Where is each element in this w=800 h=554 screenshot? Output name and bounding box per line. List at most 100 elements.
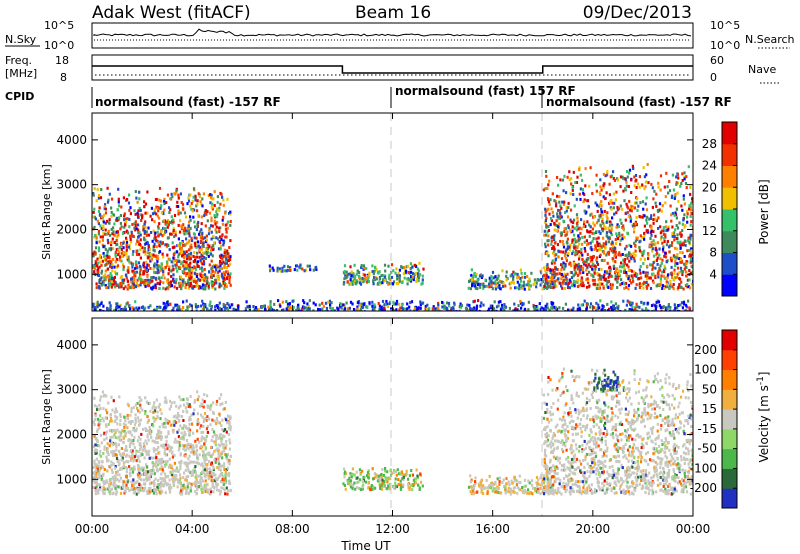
power-echo-cell (221, 218, 224, 222)
power-echo-cell (372, 279, 375, 283)
power-echo-cell (675, 224, 678, 227)
velocity-echo-cell (105, 408, 108, 412)
power-echo-cell (568, 178, 571, 182)
power-echo-cell (585, 268, 588, 272)
power-echo-cell (206, 243, 209, 247)
power-echo-cell (254, 306, 258, 309)
power-echo-cell (116, 283, 119, 287)
power-echo-cell (384, 303, 387, 307)
date-label: 09/Dec/2013 (583, 3, 692, 23)
power-echo-cell (670, 265, 673, 269)
power-echo-cell (215, 210, 218, 214)
velocity-echo-cell (153, 472, 156, 476)
power-echo-cell (225, 257, 228, 261)
power-echo-cell (608, 307, 611, 311)
power-echo-cell (401, 303, 404, 307)
velocity-echo-cell (176, 430, 179, 434)
velocity-echo-cell (130, 433, 133, 437)
power-echo-cell (103, 213, 106, 217)
power-echo-cell (226, 197, 229, 201)
power-echo-cell (598, 306, 601, 310)
power-echo-cell (109, 265, 112, 268)
power-echo-cell (677, 199, 680, 203)
power-echo-cell (100, 283, 103, 287)
velocity-echo-cell (172, 420, 175, 424)
power-echo-cell (627, 265, 630, 269)
power-echo-cell (96, 257, 99, 261)
power-echo-cell (185, 272, 188, 276)
power-echo-cell (189, 251, 193, 255)
velocity-echo-cell (182, 437, 185, 441)
power-echo-cell (214, 265, 217, 269)
power-echo-cell (592, 255, 595, 259)
power-echo-cell (133, 222, 136, 226)
velocity-echo-cell (213, 449, 216, 453)
power-echo-cell (175, 259, 178, 262)
power-echo-cell (666, 240, 669, 243)
velocity-echo-cell (181, 488, 184, 491)
velocity-echo-cell (163, 400, 166, 404)
power-echo-cell (595, 258, 598, 262)
velocity-echo-cell (160, 459, 163, 463)
velocity-echo-cell (111, 471, 114, 474)
power-echo-cell (641, 200, 645, 204)
velocity-echo-cell (162, 470, 165, 474)
power-echo-cell (281, 300, 284, 304)
power-echo-cell (141, 305, 145, 309)
power-echo-cell (359, 303, 362, 307)
power-echo-cell (554, 274, 557, 278)
power-echo-cell (576, 216, 579, 220)
velocity-echo-cell (94, 479, 97, 483)
velocity-echo-cell (196, 429, 199, 433)
power-echo-cell (122, 251, 125, 255)
power-echo-cell (225, 235, 228, 239)
power-echo-cell (126, 197, 129, 201)
power-echo-cell (586, 277, 589, 281)
power-echo-cell (196, 284, 199, 288)
velocity-echo-cell (123, 425, 126, 429)
power-echo-cell (602, 195, 605, 199)
power-echo-cell (181, 254, 184, 258)
power-echo-cell (645, 264, 649, 268)
velocity-echo-cell (137, 416, 140, 420)
velocity-echo-cell (160, 435, 163, 439)
power-echo-cell (174, 303, 177, 307)
power-echo-cell (196, 199, 199, 203)
power-echo-cell (647, 276, 650, 280)
power-echo-cell (527, 308, 530, 311)
power-echo-cell (650, 233, 653, 237)
power-echo-cell (110, 197, 114, 201)
velocity-echo-cell (155, 465, 158, 469)
power-echo-cell (163, 202, 166, 206)
power-echo-cell (145, 233, 149, 237)
velocity-echo-cell (111, 435, 114, 439)
power-echo-cell (210, 193, 213, 197)
power-echo-cell (591, 227, 594, 231)
power-echo-cell (675, 256, 679, 260)
power-echo-cell (222, 260, 225, 264)
power-echo-cell (569, 280, 572, 284)
freq-tick-top: 18 (55, 54, 69, 67)
power-echo-cell (553, 234, 556, 238)
power-echo-cell (109, 275, 112, 279)
power-echo-cell (147, 305, 150, 309)
power-echo-cell (567, 224, 570, 228)
power-echo-cell (674, 259, 677, 263)
power-echo-cell (558, 209, 561, 212)
velocity-echo-cell (92, 476, 95, 479)
power-echo-cell (550, 279, 553, 283)
power-echo-cell (230, 303, 233, 307)
power-echo-cell (103, 206, 106, 210)
power-echo-cell (211, 282, 214, 286)
power-echo-cell (607, 240, 611, 244)
velocity-echo-cell (117, 459, 120, 463)
power-echo-cell (164, 287, 167, 291)
power-echo-cell (578, 306, 581, 310)
power-echo-cell (194, 194, 197, 198)
power-echo-cell (619, 218, 622, 222)
power-echo-cell (192, 254, 195, 258)
power-echo-cell (614, 270, 618, 273)
power-echo-cell (509, 286, 512, 290)
velocity-echo-cell (160, 472, 163, 476)
power-echo-cell (559, 211, 562, 215)
